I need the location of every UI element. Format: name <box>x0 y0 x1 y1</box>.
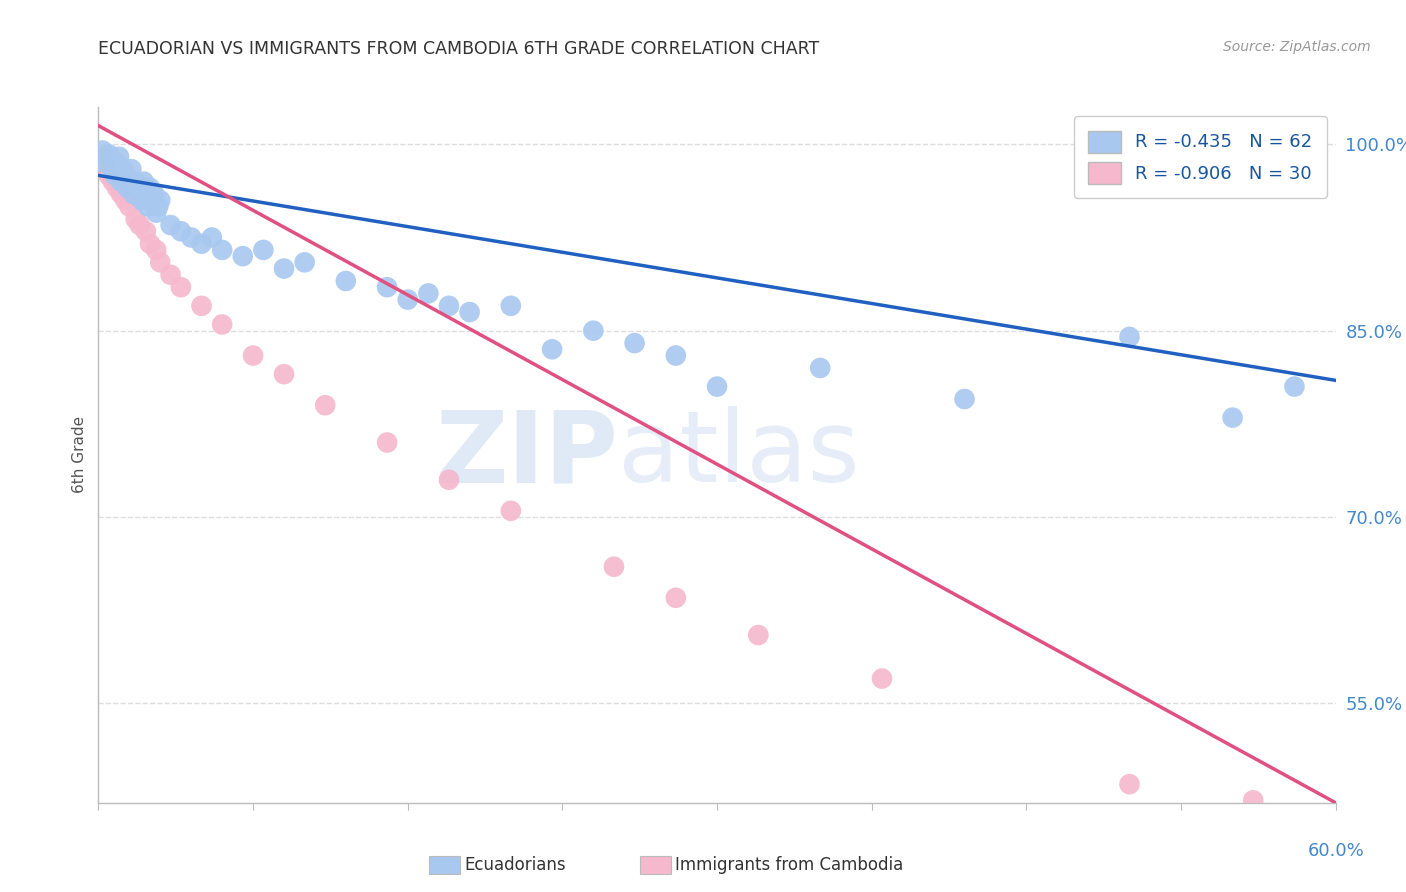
Text: 60.0%: 60.0% <box>1308 842 1364 860</box>
Point <box>149 193 172 207</box>
Point <box>458 305 481 319</box>
Point <box>499 504 522 518</box>
Point <box>93 156 115 170</box>
Point <box>211 243 233 257</box>
Point <box>128 218 150 232</box>
Point <box>110 175 132 189</box>
Point <box>375 435 398 450</box>
Point <box>127 181 149 195</box>
Point <box>136 199 159 213</box>
Point <box>101 162 124 177</box>
Point <box>91 144 114 158</box>
Point <box>870 672 893 686</box>
Point <box>159 218 181 232</box>
Point <box>1222 410 1244 425</box>
Point <box>143 187 166 202</box>
Text: ZIP: ZIP <box>436 407 619 503</box>
Point <box>91 150 114 164</box>
Point <box>953 392 976 406</box>
Text: ECUADORIAN VS IMMIGRANTS FROM CAMBODIA 6TH GRADE CORRELATION CHART: ECUADORIAN VS IMMIGRANTS FROM CAMBODIA 6… <box>98 40 820 58</box>
Point <box>242 349 264 363</box>
Point <box>139 236 162 251</box>
Point <box>135 224 157 238</box>
Point <box>437 473 460 487</box>
Point <box>375 280 398 294</box>
Point <box>112 162 135 177</box>
Point <box>100 153 122 167</box>
Point <box>582 324 605 338</box>
Point <box>139 181 162 195</box>
Point <box>541 343 564 357</box>
Point <box>97 147 120 161</box>
Point <box>159 268 181 282</box>
Point <box>623 336 645 351</box>
Point <box>105 156 128 170</box>
Point <box>190 299 212 313</box>
Point <box>808 361 831 376</box>
Legend: R = -0.435   N = 62, R = -0.906   N = 30: R = -0.435 N = 62, R = -0.906 N = 30 <box>1074 116 1327 198</box>
Point <box>97 169 120 183</box>
Point <box>1241 793 1264 807</box>
Point <box>232 249 254 263</box>
Point <box>132 175 155 189</box>
Point <box>273 367 295 381</box>
Point <box>148 199 170 213</box>
Text: Immigrants from Cambodia: Immigrants from Cambodia <box>675 856 903 874</box>
Point <box>122 187 145 202</box>
Point <box>273 261 295 276</box>
Point <box>145 205 167 219</box>
Point <box>747 628 769 642</box>
Point <box>145 243 167 257</box>
Point <box>93 156 115 170</box>
Point <box>124 211 146 226</box>
Point <box>170 224 193 238</box>
Point <box>104 169 127 183</box>
Point <box>128 187 150 202</box>
Point <box>135 187 157 202</box>
Point <box>141 193 163 207</box>
Point <box>211 318 233 332</box>
Point <box>105 181 128 195</box>
Point <box>118 199 141 213</box>
Text: atlas: atlas <box>619 407 859 503</box>
Y-axis label: 6th Grade: 6th Grade <box>72 417 87 493</box>
Point <box>1118 330 1140 344</box>
Point <box>108 150 131 164</box>
Point <box>665 591 688 605</box>
Point <box>1118 777 1140 791</box>
Point <box>120 162 142 177</box>
Point <box>396 293 419 307</box>
Point <box>418 286 440 301</box>
Text: Ecuadorians: Ecuadorians <box>464 856 565 874</box>
Point <box>114 169 136 183</box>
Point <box>314 398 336 412</box>
Point <box>190 236 212 251</box>
Point <box>96 150 118 164</box>
Point <box>201 230 224 244</box>
Point <box>603 559 626 574</box>
Point <box>131 193 153 207</box>
Point <box>665 349 688 363</box>
Point <box>170 280 193 294</box>
Point <box>499 299 522 313</box>
Point <box>118 175 141 189</box>
Point <box>252 243 274 257</box>
Point <box>114 193 136 207</box>
Text: Source: ZipAtlas.com: Source: ZipAtlas.com <box>1223 40 1371 54</box>
Point <box>101 175 124 189</box>
Point <box>124 175 146 189</box>
Point <box>117 181 139 195</box>
Point <box>294 255 316 269</box>
Point <box>110 187 132 202</box>
Point <box>1284 379 1306 393</box>
Point <box>706 379 728 393</box>
Point <box>149 255 172 269</box>
Point <box>335 274 357 288</box>
Point <box>437 299 460 313</box>
Point <box>180 230 202 244</box>
